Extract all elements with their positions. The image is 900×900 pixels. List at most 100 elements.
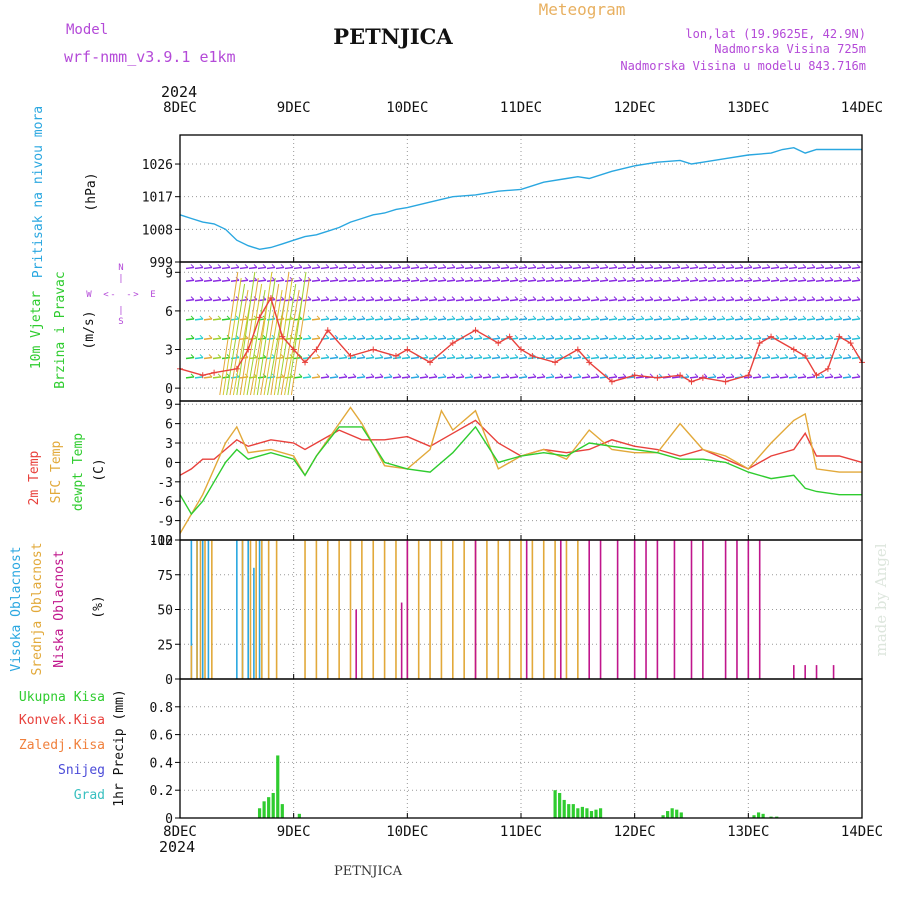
wind-barb-head [757, 276, 762, 281]
wind-barb [824, 376, 834, 379]
wind-barb [761, 356, 771, 360]
y-tick-label-clouds: 0 [165, 673, 173, 688]
wind-barb [734, 298, 744, 302]
wind-barb [797, 318, 807, 321]
wind-barb-head [352, 276, 357, 281]
wind-barb-head [631, 296, 636, 300]
bar-clouds [520, 540, 522, 679]
wind-barb [437, 318, 447, 321]
wind-barb [716, 279, 726, 283]
wind-barb-head [370, 315, 375, 320]
wind-barb-head [811, 296, 816, 300]
wind-barb [284, 337, 294, 340]
wind-barb-head [568, 296, 573, 300]
wind-barb [221, 279, 231, 283]
bar-precip [558, 792, 562, 818]
bar-precip [280, 804, 284, 818]
wind-barb [221, 337, 231, 340]
bar-clouds [645, 540, 647, 679]
wind-barb [779, 279, 789, 283]
wind-barb [788, 356, 798, 360]
wind-barb-head [541, 315, 546, 320]
wind-barb-head [649, 276, 654, 281]
wind-barb-head [451, 276, 456, 281]
wind-barb [815, 337, 825, 340]
wind-barb [293, 337, 303, 340]
wind-barb [518, 356, 528, 360]
wind-barb [626, 318, 636, 321]
wind-barb [824, 337, 834, 340]
wind-barb-head [793, 276, 798, 281]
wind-barb-head [496, 354, 501, 358]
wind-barb-head [388, 296, 393, 300]
wind-barb-head [361, 264, 366, 268]
wind-barb [437, 266, 447, 270]
wind-barb [455, 266, 465, 270]
wind-barb-head [667, 354, 672, 358]
wind-barb [401, 279, 411, 283]
wind-barb [680, 298, 690, 302]
wind-barb-head [829, 373, 834, 378]
wind-barb [689, 279, 699, 283]
wind-barb [212, 337, 222, 340]
temp-ylabel-sfc: SFC Temp [49, 441, 64, 504]
bar-clouds [452, 540, 454, 679]
wind-barb-head [577, 264, 582, 268]
wind-barb-head [829, 264, 834, 268]
wind-barb-head [595, 373, 600, 378]
bar-clouds [315, 540, 318, 679]
wind-barb-head [685, 334, 690, 339]
bar-clouds [372, 540, 375, 679]
wind-gust-arrow [280, 289, 300, 396]
wind-barb-head [262, 276, 267, 281]
wind-barb-head [568, 264, 573, 268]
wind-barb [617, 318, 627, 321]
wind-direction-legend: N W E S < > | | - - [86, 263, 155, 327]
wind-barb [365, 318, 375, 321]
wind-barb [671, 298, 681, 302]
footer-station-label: PETNJICA [334, 864, 403, 879]
wind-barb [383, 356, 393, 360]
wind-barb [635, 279, 645, 283]
wind-barb-head [559, 334, 564, 339]
wind-barb-head [559, 354, 564, 358]
wind-gust-arrow [219, 271, 239, 396]
wind-legend-up-bar: | [118, 274, 123, 284]
wind-barb-head [424, 373, 429, 378]
wind-barb [221, 318, 231, 321]
wind-barb [392, 318, 402, 321]
wind-barb [248, 266, 258, 270]
y-tick-label-temperature: 9 [165, 398, 173, 413]
wind-barb [203, 266, 213, 270]
wind-barb-head [802, 276, 807, 281]
wind-barb-head [415, 276, 420, 281]
wind-barb [446, 356, 456, 360]
wind-barb [608, 279, 618, 283]
wind-barb-head [694, 373, 699, 378]
wind-barb [464, 356, 474, 360]
wind-barb-head [442, 296, 447, 300]
wind-barb [761, 266, 771, 270]
wind-barb [212, 318, 222, 321]
wind-barb [572, 318, 582, 321]
wind-barb-head [523, 315, 528, 320]
wind-barb [662, 298, 672, 302]
wind-barb-head [703, 296, 708, 300]
wind-barb [680, 266, 690, 270]
wind-barb [698, 266, 708, 270]
bar-clouds [633, 540, 636, 679]
wind-barb [491, 279, 501, 283]
wind-barb [320, 356, 330, 360]
wind-barb-head [559, 264, 564, 268]
wind-barb [428, 376, 438, 379]
wind-barb [824, 279, 834, 283]
wind-barb-head [856, 315, 861, 320]
wind-barb-head [253, 276, 258, 281]
wind-barb [725, 279, 735, 283]
wind-barb-head [343, 264, 348, 268]
wind-barb [347, 337, 357, 340]
wind-barb [761, 298, 771, 302]
bar-clouds [400, 602, 403, 679]
wind-gust-arrow [253, 271, 273, 396]
wind-barb-head [586, 315, 591, 320]
